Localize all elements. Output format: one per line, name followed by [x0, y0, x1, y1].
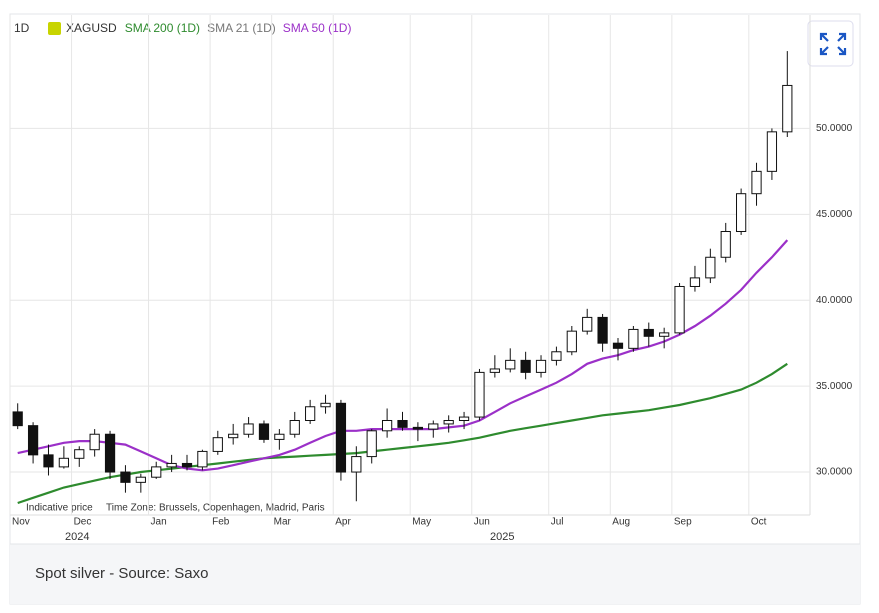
- candle-body: [705, 256, 716, 279]
- candle-body: [120, 471, 131, 483]
- candle-body: [243, 423, 254, 435]
- fullscreen-button[interactable]: [807, 20, 854, 67]
- y-tick-label: 50.0000: [816, 123, 853, 134]
- candle-body: [228, 433, 239, 439]
- candle-body: [320, 402, 331, 408]
- candle-body: [305, 406, 316, 421]
- symbol-icon: [48, 22, 61, 35]
- candle-body: [197, 450, 208, 468]
- candle-body: [674, 285, 685, 334]
- sma-line: [17, 362, 788, 505]
- symbol: XAGUSD: [66, 21, 117, 35]
- candle-body: [597, 316, 608, 344]
- candle-body: [474, 371, 485, 418]
- candle-body: [566, 330, 577, 353]
- x-tick-label: Oct: [751, 517, 767, 528]
- y-tick-label: 35.0000: [816, 381, 853, 392]
- legend-entry: SMA 50 (1D): [283, 21, 352, 35]
- x-tick-label: May: [412, 517, 431, 528]
- candle-body: [89, 433, 100, 451]
- candle-body: [166, 462, 177, 468]
- caption: Spot silver - Source: Saxo: [35, 565, 208, 582]
- candle-body: [397, 419, 408, 428]
- candle-body: [458, 416, 470, 421]
- candle-body: [612, 342, 624, 349]
- candle-body: [766, 131, 778, 172]
- candle-body: [505, 359, 516, 370]
- x-tick-label: Apr: [335, 517, 351, 528]
- candle-body: [366, 430, 377, 458]
- x-tick-label: Aug: [612, 517, 630, 528]
- candle-body: [258, 423, 270, 440]
- candle-body: [643, 328, 654, 337]
- candle-body: [135, 476, 146, 483]
- candle-body: [212, 437, 223, 452]
- candle-body: [12, 411, 23, 427]
- candle-body: [412, 426, 424, 430]
- year-label: 2024: [65, 531, 89, 543]
- candle-body: [27, 425, 39, 456]
- candle-body: [751, 170, 762, 195]
- candle-body: [289, 419, 300, 435]
- x-tick-label: Dec: [74, 517, 92, 528]
- x-tick-label: Jun: [474, 517, 490, 528]
- x-tick-label: Nov: [12, 517, 30, 528]
- candle-body: [736, 193, 747, 232]
- candle-body: [443, 419, 454, 425]
- x-tick-label: Feb: [212, 517, 230, 528]
- candle-body: [58, 457, 69, 468]
- candle-body: [535, 359, 547, 373]
- caption-bg: [10, 544, 860, 604]
- year-label: 2025: [490, 531, 514, 543]
- note: Indicative price: [26, 503, 93, 514]
- candle-body: [720, 230, 731, 258]
- candle-body: [74, 449, 85, 459]
- candle-body: [351, 456, 362, 473]
- legend: SMA 200 (1D) SMA 21 (1D) SMA 50 (1D): [125, 21, 352, 35]
- button-bg[interactable]: [807, 20, 854, 67]
- candle-body: [689, 277, 701, 287]
- candle-body: [659, 332, 670, 337]
- candle-body: [151, 466, 162, 478]
- candle-body: [628, 328, 639, 349]
- x-tick-label: Jan: [151, 517, 167, 528]
- candle-body: [520, 359, 531, 373]
- candle-body: [181, 462, 193, 468]
- interval: 1D: [14, 21, 30, 35]
- y-tick-label: 45.0000: [816, 209, 853, 220]
- fullscreen-icon[interactable]: [819, 32, 847, 56]
- x-tick-label: Sep: [674, 517, 692, 528]
- legend-entry: SMA 200 (1D): [125, 21, 200, 35]
- candle-body: [551, 351, 562, 361]
- y-tick-label: 30.0000: [816, 467, 853, 478]
- x-tick-label: Jul: [551, 517, 564, 528]
- candle-body: [43, 454, 54, 468]
- candle-body: [274, 433, 285, 440]
- legend-entry: SMA 21 (1D): [207, 21, 276, 35]
- candle-body: [381, 419, 393, 432]
- y-tick-label: 40.0000: [816, 295, 853, 306]
- x-tick-label: Mar: [274, 517, 292, 528]
- candle-body: [782, 84, 793, 133]
- note: Time Zone: Brussels, Copenhagen, Madrid,…: [106, 503, 325, 514]
- candle-body: [104, 433, 116, 473]
- candle-body: [489, 368, 500, 373]
- candle-body: [335, 402, 347, 473]
- candle-body: [582, 316, 593, 332]
- candle-body: [428, 423, 439, 430]
